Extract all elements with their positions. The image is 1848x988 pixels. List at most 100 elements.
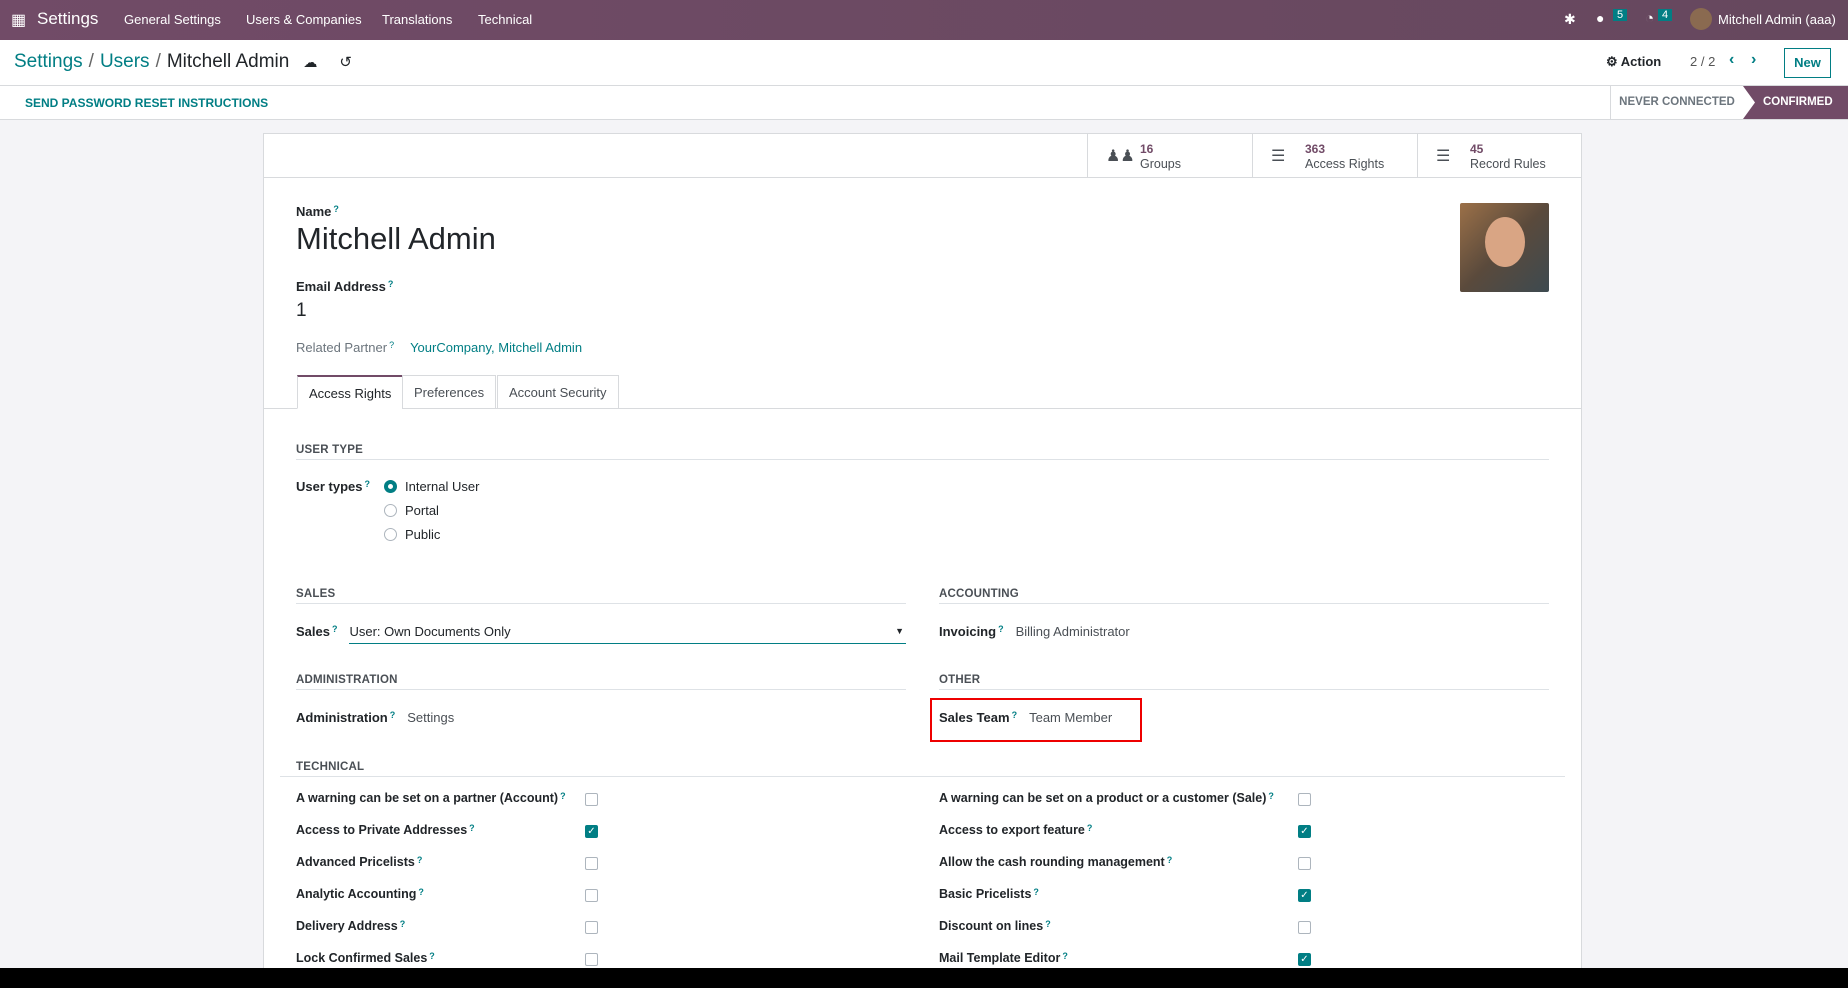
record-rules-label: Record Rules xyxy=(1470,157,1546,171)
technical-option-label: Lock Confirmed Sales? xyxy=(296,951,435,965)
top-navbar: ▦ Settings General Settings Users & Comp… xyxy=(0,0,1848,40)
radio-icon xyxy=(383,504,397,517)
new-button[interactable]: New xyxy=(1784,48,1831,78)
technical-option-label: Advanced Pricelists? xyxy=(296,855,423,869)
invoicing-value[interactable]: Billing Administrator xyxy=(1015,624,1130,639)
access-rights-count: 363 xyxy=(1305,142,1326,156)
radio-internal-user[interactable]: Internal User xyxy=(383,479,479,494)
pager-value[interactable]: 2 / 2 xyxy=(1690,54,1716,69)
menu-technical[interactable]: Technical xyxy=(478,12,533,27)
highlight-box xyxy=(930,698,1142,742)
technical-option-label: A warning can be set on a partner (Accou… xyxy=(296,791,566,805)
action-button[interactable]: ⚙ Action xyxy=(1606,54,1662,69)
name-label: Name? xyxy=(296,204,339,219)
breadcrumb: Settings / Users / Mitchell Admin ☁ ↺ xyxy=(14,51,352,72)
technical-option-checkbox[interactable] xyxy=(1298,793,1311,806)
technical-option-checkbox[interactable] xyxy=(585,921,598,934)
technical-option-label: Access to Private Addresses? xyxy=(296,823,475,837)
related-partner-row: Related Partner? YourCompany, Mitchell A… xyxy=(296,340,582,355)
tab-access-rights[interactable]: Access Rights xyxy=(297,375,404,409)
apps-menu-icon[interactable]: ▦ xyxy=(11,12,27,29)
dropdown-caret-icon: ▼ xyxy=(895,626,904,636)
sales-select[interactable]: User: Own Documents Only ▼ xyxy=(349,624,906,644)
accounting-heading: ACCOUNTING xyxy=(939,588,1019,600)
menu-users-companies[interactable]: Users & Companies xyxy=(246,12,362,27)
groups-count: 16 xyxy=(1140,142,1154,156)
user-avatar[interactable] xyxy=(1690,8,1712,30)
tab-account-security[interactable]: Account Security xyxy=(497,375,619,409)
breadcrumb-users[interactable]: Users xyxy=(99,51,150,72)
technical-heading: TECHNICAL xyxy=(296,761,365,773)
technical-option-checkbox[interactable] xyxy=(1298,857,1311,870)
breadcrumb-current: Mitchell Admin xyxy=(166,51,290,72)
technical-option-label: Delivery Address? xyxy=(296,919,406,933)
administration-label: Administration? xyxy=(296,710,396,725)
save-cloud-icon[interactable]: ☁ xyxy=(303,53,318,70)
technical-option-label: Allow the cash rounding management? xyxy=(939,855,1173,869)
menu-general-settings[interactable]: General Settings xyxy=(124,12,221,27)
administration-row: Administration? Settings xyxy=(296,710,454,725)
app-name[interactable]: Settings xyxy=(37,9,99,28)
stage-confirmed[interactable]: CONFIRMED xyxy=(1743,86,1848,119)
user-types-radio-group: Internal User Portal Public xyxy=(383,479,479,542)
technical-option-label: Discount on lines? xyxy=(939,919,1051,933)
other-heading: OTHER xyxy=(939,674,981,686)
administration-value[interactable]: Settings xyxy=(407,710,455,725)
sales-team-label: Sales Team? xyxy=(939,710,1018,725)
radio-icon xyxy=(383,528,397,541)
user-types-row: User types? Internal User Portal Public xyxy=(296,479,479,542)
activities-clock-icon[interactable]: ◔ xyxy=(1645,10,1655,27)
related-partner-label: Related Partner? xyxy=(296,340,395,355)
menu-translations[interactable]: Translations xyxy=(382,12,453,27)
name-field[interactable]: Mitchell Admin xyxy=(296,221,496,256)
pager-previous-icon[interactable]: ‹ xyxy=(1729,51,1735,68)
messages-icon[interactable]: ● xyxy=(1596,10,1605,26)
status-bar: SEND PASSWORD RESET INSTRUCTIONS NEVER C… xyxy=(0,86,1848,120)
record-rules-count: 45 xyxy=(1470,142,1484,156)
action-label: Action xyxy=(1620,54,1662,69)
sales-team-row: Sales Team? Team Member xyxy=(939,710,1112,725)
technical-option-label: Basic Pricelists? xyxy=(939,887,1039,901)
button-box: ♟♟ 16 Groups ☰ 363 Access Rights ☰ 45 Record R… xyxy=(264,134,1581,178)
groups-smart-button[interactable]: ♟♟ 16 Groups xyxy=(1087,134,1252,178)
tab-preferences[interactable]: Preferences xyxy=(402,375,497,409)
pager-next-icon[interactable]: › xyxy=(1751,51,1757,68)
record-rules-smart-button[interactable]: ☰ 45 Record Rules xyxy=(1417,134,1582,178)
user-photo[interactable] xyxy=(1460,203,1549,292)
email-field[interactable]: 1 xyxy=(296,300,307,321)
invoicing-label: Invoicing? xyxy=(939,624,1004,639)
breadcrumb-settings[interactable]: Settings xyxy=(14,51,83,72)
sales-row: Sales? User: Own Documents Only ▼ xyxy=(296,624,906,644)
radio-public[interactable]: Public xyxy=(383,527,479,542)
related-partner-link[interactable]: YourCompany, Mitchell Admin xyxy=(410,340,583,355)
technical-option-checkbox[interactable] xyxy=(585,857,598,870)
messages-badge: 5 xyxy=(1613,9,1628,21)
technical-option-checkbox[interactable]: ✓ xyxy=(1298,889,1311,902)
technical-option-label: A warning can be set on a product or a c… xyxy=(939,791,1274,805)
technical-option-checkbox[interactable]: ✓ xyxy=(1298,953,1311,966)
send-password-reset-button[interactable]: SEND PASSWORD RESET INSTRUCTIONS xyxy=(25,96,269,110)
user-menu[interactable]: Mitchell Admin (aaa) xyxy=(1718,12,1836,27)
sales-label: Sales? xyxy=(296,624,338,639)
administration-heading: ADMINISTRATION xyxy=(296,674,398,686)
control-panel: Settings / Users / Mitchell Admin ☁ ↺ ⚙ Acti… xyxy=(0,40,1848,86)
sales-team-value[interactable]: Team Member xyxy=(1029,710,1113,725)
technical-option-checkbox[interactable] xyxy=(585,793,598,806)
technical-option-label: Mail Template Editor? xyxy=(939,951,1068,965)
radio-portal[interactable]: Portal xyxy=(383,503,479,518)
technical-option-checkbox[interactable]: ✓ xyxy=(1298,825,1311,838)
technical-option-checkbox[interactable] xyxy=(1298,921,1311,934)
email-label: Email Address? xyxy=(296,279,394,294)
stage-never-connected[interactable]: NEVER CONNECTED xyxy=(1610,86,1743,119)
access-rights-label: Access Rights xyxy=(1305,157,1385,171)
technical-option-checkbox[interactable] xyxy=(585,953,598,966)
technical-option-checkbox[interactable]: ✓ xyxy=(585,825,598,838)
access-rights-smart-button[interactable]: ☰ 363 Access Rights xyxy=(1252,134,1417,178)
list-icon: ☰ xyxy=(1436,148,1451,165)
technical-option-label: Analytic Accounting? xyxy=(296,887,424,901)
discard-icon[interactable]: ↺ xyxy=(339,54,352,71)
user-type-heading: USER TYPE xyxy=(296,444,363,456)
debug-bug-icon[interactable]: ✱ xyxy=(1564,11,1576,27)
technical-option-checkbox[interactable] xyxy=(585,889,598,902)
invoicing-row: Invoicing? Billing Administrator xyxy=(939,624,1130,639)
